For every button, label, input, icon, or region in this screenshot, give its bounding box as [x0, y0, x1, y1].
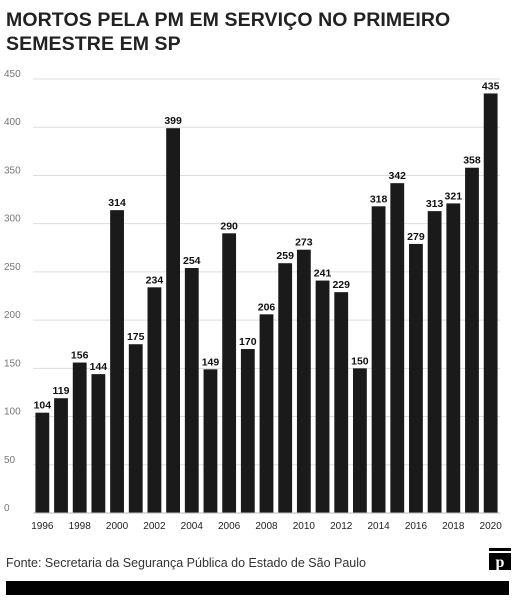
- svg-text:p: p: [496, 554, 505, 570]
- x-tick-label: 2000: [106, 521, 129, 532]
- data-label: 342: [388, 170, 406, 182]
- bar: [72, 362, 87, 513]
- bar: [465, 167, 479, 513]
- bar: [147, 287, 162, 513]
- bar: [483, 93, 498, 513]
- data-label: 104: [34, 400, 52, 412]
- bar: [166, 128, 181, 513]
- data-label: 290: [220, 220, 238, 232]
- y-tick-label: 300: [4, 214, 21, 225]
- x-tick-label: 2004: [181, 521, 204, 532]
- data-label: 358: [463, 155, 481, 167]
- y-tick-label: 100: [4, 407, 21, 418]
- data-label: 313: [426, 198, 444, 210]
- bar: [352, 368, 367, 513]
- bar: [203, 369, 218, 513]
- data-label: 314: [108, 197, 126, 209]
- bar: [240, 349, 255, 513]
- bar: [315, 280, 330, 513]
- y-tick-label: 200: [4, 310, 21, 321]
- y-tick-label: 150: [4, 358, 21, 369]
- data-label: 435: [482, 80, 500, 92]
- bar: [184, 268, 199, 513]
- x-tick-label: 2012: [330, 521, 353, 532]
- x-tick-label: 2020: [480, 521, 503, 532]
- bar: [334, 292, 349, 513]
- data-label: 241: [314, 268, 332, 280]
- y-tick-label: 450: [4, 70, 21, 80]
- data-label: 279: [407, 231, 425, 243]
- source-note: Fonte: Secretaria da Segurança Pública d…: [6, 556, 366, 570]
- x-tick-label: 2018: [442, 521, 465, 532]
- data-label: 175: [127, 331, 145, 343]
- data-label: 273: [295, 237, 313, 249]
- x-tick-label: 1998: [69, 521, 92, 532]
- data-label: 229: [332, 279, 350, 291]
- data-label: 254: [183, 255, 201, 267]
- bar: [371, 206, 386, 513]
- data-label: 150: [351, 355, 369, 367]
- y-tick-label: 400: [4, 117, 21, 128]
- footer-bar: [6, 581, 509, 595]
- data-label: 149: [202, 356, 220, 368]
- bar: [91, 374, 106, 513]
- x-tick-label: 2006: [218, 521, 241, 532]
- chart-title: MORTOS PELA PM EM SERVIÇO NO PRIMEIRO SE…: [6, 9, 451, 55]
- y-tick-label: 350: [4, 165, 21, 176]
- bar: [54, 398, 68, 513]
- bar: [296, 249, 311, 513]
- bar: [35, 412, 50, 513]
- data-label: 318: [370, 193, 388, 205]
- x-tick-label: 2008: [255, 521, 278, 532]
- data-label: 206: [258, 301, 276, 313]
- bar: [259, 314, 274, 513]
- data-label: 156: [71, 350, 89, 362]
- x-tick-label: 2002: [143, 521, 166, 532]
- data-label: 170: [239, 336, 257, 348]
- x-tick-label: 2016: [405, 521, 428, 532]
- x-tick-label: 2010: [293, 521, 316, 532]
- bar: [278, 263, 293, 513]
- bar: [390, 183, 405, 513]
- bar: [110, 210, 124, 514]
- publisher-logo-icon: p: [489, 548, 511, 570]
- bar-chart: 0 50 100 150 200 250 300 350 400 450 104 1996 119 156…: [4, 70, 503, 532]
- data-label: 234: [146, 274, 164, 286]
- bar: [427, 211, 442, 513]
- bar: [446, 203, 461, 513]
- y-tick-label: 0: [4, 503, 10, 514]
- x-tick-label: 1996: [31, 521, 54, 532]
- data-label: 321: [445, 190, 463, 202]
- data-label: 399: [164, 115, 182, 127]
- x-tick-label: 2014: [367, 521, 390, 532]
- y-tick-label: 250: [4, 262, 21, 273]
- data-label: 144: [90, 361, 108, 373]
- bar: [222, 233, 237, 514]
- data-label: 259: [276, 250, 294, 262]
- y-tick-label: 50: [4, 455, 16, 466]
- bar: [128, 344, 143, 513]
- bar: [409, 243, 423, 514]
- data-label: 119: [53, 385, 70, 397]
